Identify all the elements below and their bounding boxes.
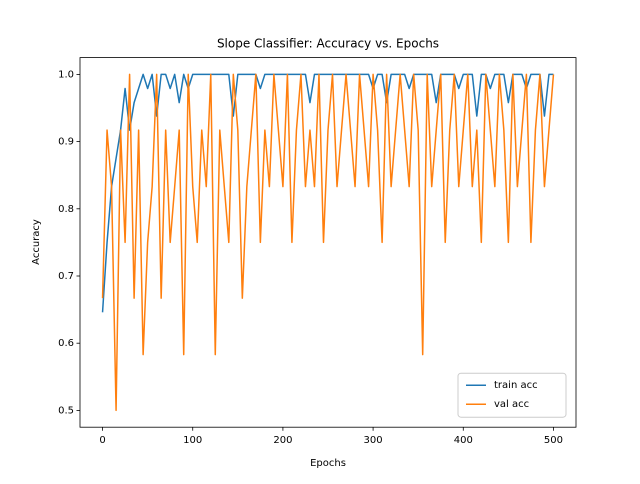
x-axis-label: Epochs: [310, 458, 346, 469]
x-tick-label: 300: [364, 435, 383, 446]
chart-title: Slope Classifier: Accuracy vs. Epochs: [217, 37, 439, 51]
y-tick-label: 0.9: [58, 137, 74, 148]
y-tick-label: 0.6: [58, 338, 74, 349]
y-tick-label: 0.5: [58, 405, 74, 416]
series-line: [101, 73, 555, 412]
legend-label: train acc: [494, 380, 538, 391]
x-tick-label: 100: [183, 435, 202, 446]
y-tick-label: 0.7: [58, 271, 74, 282]
legend-box: [457, 372, 567, 418]
x-tick-label: 200: [273, 435, 292, 446]
x-tick-label: 500: [544, 435, 563, 446]
x-tick-label: 0: [99, 435, 105, 446]
series-line: [101, 73, 554, 313]
x-tick-label: 400: [454, 435, 473, 446]
y-tick-label: 1.0: [58, 69, 74, 80]
y-tick-label: 0.8: [58, 204, 74, 215]
plot-frame: [79, 57, 577, 428]
y-axis-label: Accuracy: [31, 219, 42, 265]
legend-label: val acc: [494, 399, 529, 410]
